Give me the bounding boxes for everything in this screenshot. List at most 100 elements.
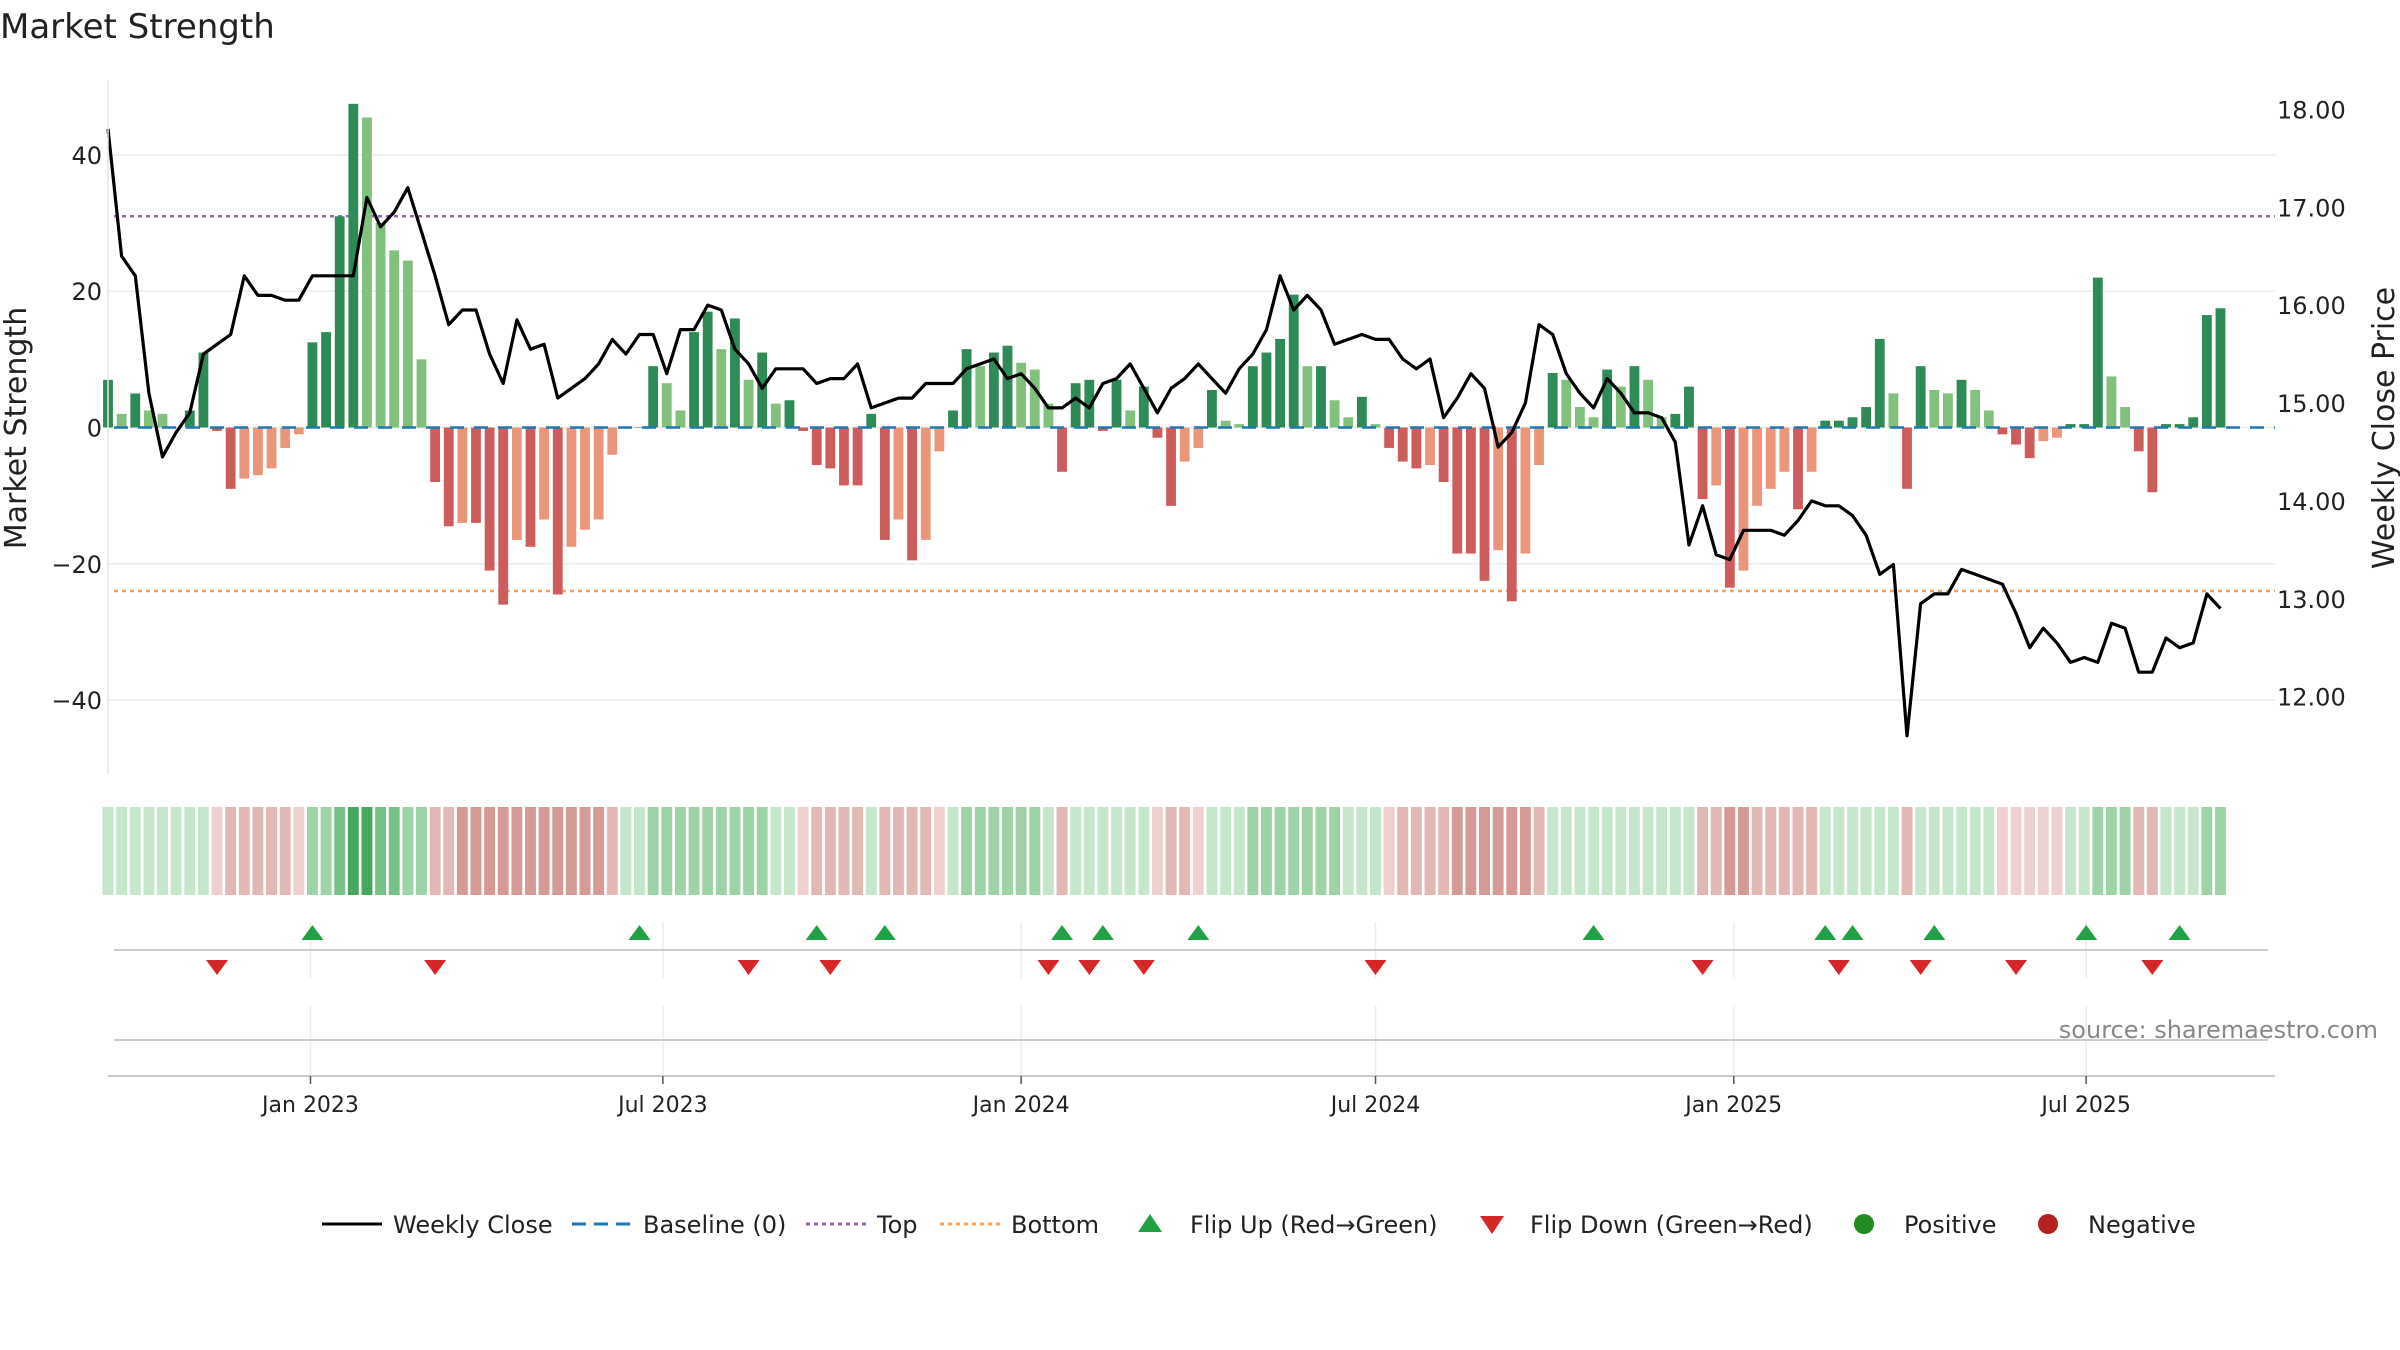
axes: 40 20 0 −20 −40 18.00 17.00 16.00 15.00 14.00 13.0…: [51, 80, 2346, 775]
heat-strip-cell: [838, 807, 850, 895]
x-axis: Jan 2023 Jul 2023 Jan 2024 Jul 2024 Jan 2025…: [108, 1075, 2275, 1118]
strength-bar: [1234, 424, 1245, 428]
heat-strip-cell: [947, 807, 959, 895]
strength-bar: [1820, 420, 1831, 428]
heat-strip-cell: [1710, 807, 1722, 895]
heat-strip-cell: [1233, 807, 1245, 895]
heat-strip-cell: [1288, 807, 1300, 895]
legend-label: Bottom: [1011, 1211, 1099, 1239]
strength-bar: [1874, 338, 1885, 428]
legend-label: Negative: [2088, 1211, 2196, 1239]
heat-strip-cell: [538, 807, 550, 895]
heat-strip-cell: [852, 807, 864, 895]
heat-strip-cell: [2051, 807, 2063, 895]
strength-bar: [1738, 427, 1749, 571]
flip-down-marker: [1132, 960, 1155, 975]
right-axis-title: Weekly Close Price: [2367, 287, 2400, 569]
heat-strip-cell: [1015, 807, 1027, 895]
flip-up-marker: [1923, 925, 1946, 940]
heat-strip-cell: [102, 807, 114, 895]
heat-strip-cell: [2146, 807, 2158, 895]
heat-strip-cell: [1492, 807, 1504, 895]
legend-label: Weekly Close: [393, 1211, 553, 1239]
strength-bar: [307, 342, 318, 428]
heat-strip-cell: [1097, 807, 1109, 895]
source-credit: source: sharemaestro.com: [2059, 1016, 2378, 1044]
heat-strip-cell: [2106, 807, 2117, 895]
heat-strip-cell: [1329, 807, 1341, 895]
price-line-layer: [106, 128, 2222, 738]
heat-strip-cell: [1642, 807, 1654, 895]
strength-bar: [1861, 407, 1872, 428]
heat-strip-cell: [1574, 807, 1586, 895]
strength-bar: [1057, 427, 1067, 472]
legend-label: Baseline (0): [643, 1211, 786, 1239]
heat-strip-cell: [893, 807, 904, 895]
heat-strip-cell: [634, 807, 645, 895]
strength-bar: [1506, 427, 1517, 602]
strength-bar: [1329, 400, 1340, 428]
heat-strip-cell: [1628, 807, 1640, 895]
strength-bar: [1070, 383, 1081, 428]
strength-bar: [1152, 427, 1163, 438]
heat-strip-cell: [743, 807, 755, 895]
strength-bar: [2161, 424, 2171, 428]
heat-strip-cell: [416, 807, 427, 895]
strength-bar: [1384, 427, 1395, 448]
strength-bar: [798, 427, 808, 431]
legend-label: Flip Down (Green→Red): [1530, 1211, 1813, 1239]
strength-bar: [1670, 413, 1681, 428]
strength-bar: [1356, 396, 1367, 428]
legend: Weekly Close Baseline (0) Top Bottom Flip Up…: [322, 1211, 2196, 1239]
heat-strip-cell: [1656, 807, 1668, 895]
strength-bar: [1929, 390, 1940, 428]
strength-bar: [1752, 427, 1763, 506]
strength-bar: [1765, 427, 1776, 489]
strength-bar: [1207, 390, 1217, 428]
heat-strip-cell: [306, 807, 318, 895]
strength-bar: [907, 427, 918, 561]
heat-strip-cell: [824, 807, 836, 895]
flip-up-marker: [628, 925, 651, 940]
right-tick-label: 14.00: [2277, 488, 2346, 516]
heat-strip-cell: [334, 807, 346, 895]
strength-bar: [1316, 366, 1326, 428]
heat-strip-cell: [1083, 807, 1095, 895]
flip-down-marker: [2141, 960, 2164, 975]
heat-strip-cell: [1724, 807, 1736, 895]
heat-strip-cell: [1915, 807, 1927, 895]
strength-bar: [511, 427, 522, 540]
heat-strip-cell: [293, 807, 305, 895]
strength-bar: [1833, 420, 1844, 428]
strength-bar: [1697, 427, 1708, 500]
strength-bar: [1547, 372, 1558, 428]
heat-strip-cell: [1778, 807, 1790, 895]
strength-bar: [266, 427, 277, 469]
strength-bar: [1970, 390, 1981, 428]
strength-bar: [784, 400, 795, 428]
strength-bar: [389, 250, 400, 428]
strength-bar: [2188, 417, 2199, 428]
legend-label: Flip Up (Red→Green): [1190, 1211, 1438, 1239]
left-tick-label: 0: [87, 415, 102, 443]
strength-bar: [334, 216, 345, 428]
flip-down-marker: [1078, 960, 1101, 975]
heat-strip-cell: [1956, 807, 1967, 895]
strength-bar: [1465, 427, 1476, 554]
strength-bar: [362, 117, 372, 428]
strength-bar: [457, 427, 468, 523]
heat-strip-cell: [783, 807, 795, 895]
strength-bar: [1711, 427, 1722, 486]
strength-bar: [1779, 427, 1790, 472]
heat-strip-cell: [157, 807, 168, 895]
weekly-close-line: [106, 128, 2222, 738]
heat-strip-cell: [1261, 807, 1272, 895]
strength-bar: [1288, 294, 1299, 428]
heat-strip-cell: [361, 807, 373, 895]
heat-strip-cell: [1179, 807, 1191, 895]
heat-strip-cell: [606, 807, 618, 895]
heat-strip-cell: [974, 807, 986, 895]
strength-bar: [1411, 427, 1422, 469]
heat-strip-cell: [2215, 807, 2226, 895]
